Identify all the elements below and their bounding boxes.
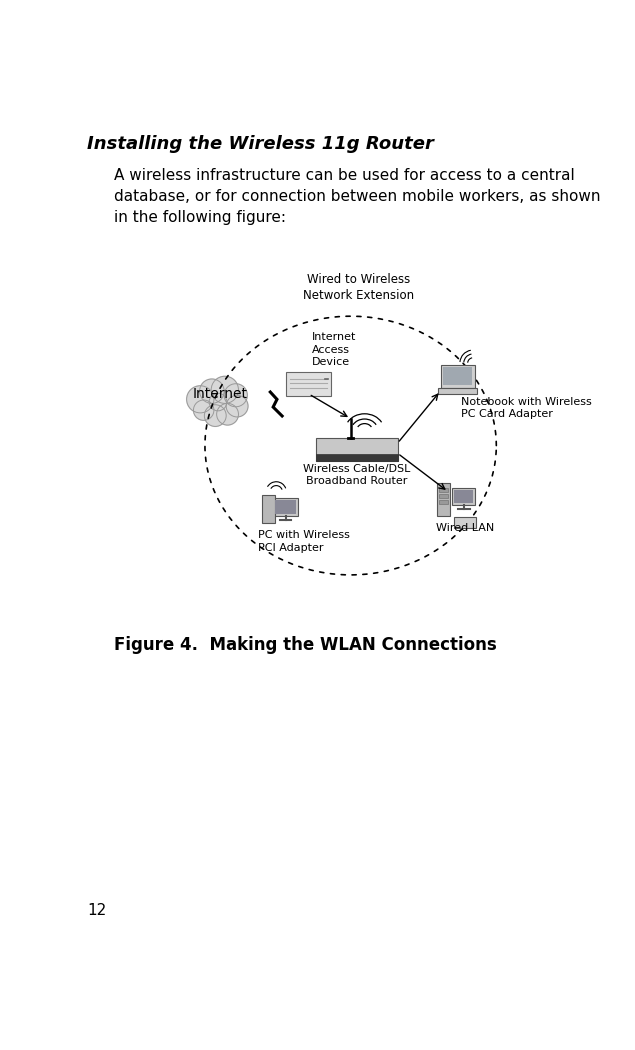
FancyBboxPatch shape [455,518,476,528]
FancyBboxPatch shape [439,500,448,504]
Text: A wireless infrastructure can be used for access to a central
database, or for c: A wireless infrastructure can be used fo… [114,168,601,226]
Text: Internet
Access
Device: Internet Access Device [312,332,356,368]
Text: Internet: Internet [192,387,247,401]
Circle shape [199,379,224,403]
Circle shape [204,404,226,426]
Circle shape [211,376,239,403]
Circle shape [194,400,214,420]
FancyBboxPatch shape [286,373,331,396]
Circle shape [187,385,214,413]
Text: Wired LAN: Wired LAN [436,523,495,532]
FancyBboxPatch shape [439,495,448,498]
FancyBboxPatch shape [316,438,398,461]
Text: Wireless Cable/DSL
Broadband Router: Wireless Cable/DSL Broadband Router [303,464,410,486]
FancyBboxPatch shape [438,483,450,516]
FancyBboxPatch shape [455,490,473,503]
FancyBboxPatch shape [262,495,275,523]
Text: Figure 4.  Making the WLAN Connections: Figure 4. Making the WLAN Connections [114,635,497,654]
Text: PC with Wireless
PCI Adapter: PC with Wireless PCI Adapter [258,530,349,552]
Circle shape [217,403,239,425]
Text: Installing the Wireless 11g Router: Installing the Wireless 11g Router [87,135,434,153]
FancyBboxPatch shape [438,387,477,394]
FancyBboxPatch shape [439,488,448,491]
Circle shape [226,395,248,417]
FancyBboxPatch shape [452,488,476,505]
Circle shape [224,383,248,406]
Circle shape [209,393,227,411]
FancyBboxPatch shape [273,498,298,517]
FancyBboxPatch shape [441,364,474,387]
Text: Wired to Wireless
Network Extension: Wired to Wireless Network Extension [303,273,414,302]
FancyBboxPatch shape [443,368,472,385]
FancyBboxPatch shape [276,500,296,514]
Text: Notebook with Wireless
PC Card Adapter: Notebook with Wireless PC Card Adapter [462,397,592,419]
Text: 12: 12 [87,903,107,918]
FancyBboxPatch shape [316,454,398,461]
